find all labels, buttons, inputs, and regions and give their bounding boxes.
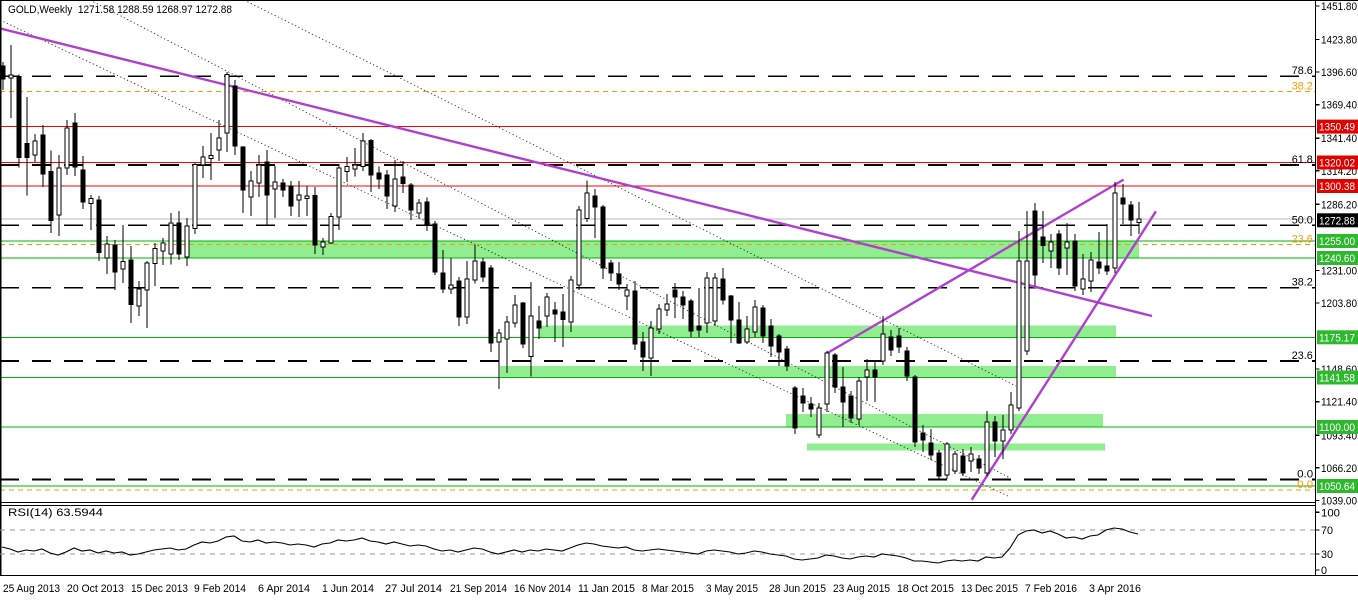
svg-text:1 Jun 2014: 1 Jun 2014	[322, 583, 374, 595]
svg-text:70: 70	[1321, 525, 1333, 537]
svg-text:1451.80: 1451.80	[1321, 1, 1357, 13]
svg-text:1100.00: 1100.00	[1319, 422, 1355, 434]
svg-text:25 Aug 2013: 25 Aug 2013	[3, 583, 60, 595]
svg-text:13 Dec 2015: 13 Dec 2015	[961, 583, 1018, 595]
svg-text:21 Sep 2014: 21 Sep 2014	[450, 583, 507, 595]
svg-text:9 Feb 2014: 9 Feb 2014	[194, 583, 246, 595]
svg-text:50.0: 50.0	[1292, 214, 1313, 226]
svg-text:1320.02: 1320.02	[1319, 158, 1355, 170]
svg-text:1050.64: 1050.64	[1319, 481, 1355, 493]
svg-text:30: 30	[1321, 549, 1333, 561]
svg-text:20 Oct 2013: 20 Oct 2013	[67, 583, 124, 595]
svg-text:1141.58: 1141.58	[1319, 373, 1355, 385]
svg-text:1255.00: 1255.00	[1319, 236, 1355, 248]
svg-text:27 Jul 2014: 27 Jul 2014	[385, 583, 442, 595]
svg-text:28 Jun 2015: 28 Jun 2015	[769, 583, 826, 595]
svg-text:100: 100	[1321, 507, 1340, 519]
svg-text:0.0: 0.0	[1297, 479, 1313, 491]
svg-text:1240.60: 1240.60	[1319, 253, 1355, 265]
svg-text:1369.40: 1369.40	[1321, 100, 1357, 112]
svg-text:11 Jan 2015: 11 Jan 2015	[578, 583, 635, 595]
svg-text:1423.80: 1423.80	[1321, 35, 1357, 47]
svg-text:1350.49: 1350.49	[1319, 122, 1355, 134]
svg-text:1286.20: 1286.20	[1321, 199, 1357, 211]
svg-text:1121.40: 1121.40	[1321, 397, 1357, 409]
svg-text:1231.00: 1231.00	[1321, 265, 1357, 277]
svg-text:1272.88: 1272.88	[1319, 215, 1355, 227]
svg-text:38.2: 38.2	[1292, 81, 1313, 93]
svg-text:3 Apr 2016: 3 Apr 2016	[1089, 583, 1141, 595]
svg-text:0: 0	[1321, 565, 1327, 577]
svg-text:1039.00: 1039.00	[1321, 495, 1357, 507]
svg-text:23.6: 23.6	[1292, 234, 1313, 246]
svg-text:61.8: 61.8	[1292, 154, 1313, 166]
svg-text:6 Apr 2014: 6 Apr 2014	[258, 583, 310, 595]
svg-text:1396.60: 1396.60	[1321, 67, 1357, 79]
svg-text:1203.80: 1203.80	[1321, 298, 1357, 310]
svg-text:15 Dec 2013: 15 Dec 2013	[131, 583, 188, 595]
svg-text:1066.20: 1066.20	[1321, 463, 1357, 475]
svg-text:1300.38: 1300.38	[1319, 181, 1355, 193]
svg-text:1341.40: 1341.40	[1321, 133, 1357, 145]
svg-text:3 May 2015: 3 May 2015	[706, 583, 758, 595]
svg-text:7 Feb 2016: 7 Feb 2016	[1025, 583, 1077, 595]
svg-text:8 Mar 2015: 8 Mar 2015	[642, 583, 694, 595]
svg-text:78.6: 78.6	[1292, 65, 1313, 77]
svg-text:16 Nov 2014: 16 Nov 2014	[514, 583, 571, 595]
svg-text:GOLD,Weekly 1271.58 1288.59 1: GOLD,Weekly 1271.58 1288.59 1268.97 1272…	[8, 4, 232, 16]
svg-text:18 Oct 2015: 18 Oct 2015	[897, 583, 954, 595]
svg-text:23.6: 23.6	[1292, 350, 1313, 362]
svg-text:0.0: 0.0	[1297, 469, 1313, 481]
svg-text:RSI(14) 63.5944: RSI(14) 63.5944	[8, 507, 103, 519]
svg-text:38.2: 38.2	[1292, 277, 1313, 289]
svg-text:23 Aug 2015: 23 Aug 2015	[833, 583, 890, 595]
svg-text:1175.17: 1175.17	[1319, 332, 1355, 344]
